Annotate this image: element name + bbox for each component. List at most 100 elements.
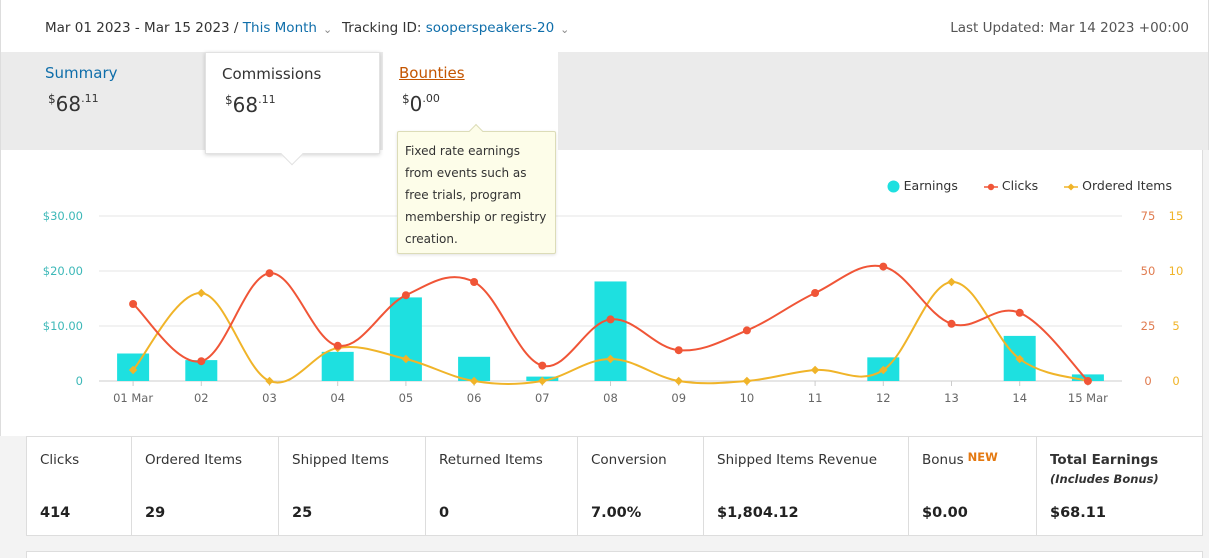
stat-shipped-items: Shipped Items 25 — [279, 437, 426, 535]
stats-summary-row: Clicks 414 Ordered Items 29 Shipped Item… — [26, 436, 1203, 536]
ordered-items-point — [947, 277, 956, 287]
x-axis-tick-label: 11 — [808, 391, 823, 405]
clicks-swatch-icon — [983, 183, 998, 190]
ordered-items-point — [606, 354, 615, 364]
stat-clicks: Clicks 414 — [27, 437, 132, 535]
clicks-point — [879, 262, 888, 271]
x-axis-tick-label: 13 — [944, 391, 959, 405]
bounties-tooltip: Fixed rate earnings from events such as … — [397, 123, 556, 254]
clicks-point — [811, 289, 820, 297]
legend-earnings[interactable]: Earnings — [887, 178, 958, 193]
stat-value: 0 — [439, 505, 450, 521]
y-axis-left-tick: $20.00 — [43, 264, 83, 278]
stat-value: 7.00% — [591, 505, 642, 521]
clicks-point — [129, 300, 138, 308]
x-axis-tick-label: 12 — [876, 391, 891, 405]
date-range-text: Mar 01 2023 - Mar 15 2023 — [45, 20, 230, 36]
ordered-items-point — [401, 354, 411, 364]
tracking-id-selector[interactable]: Tracking ID: sooperspeakers-20 ⌄ — [342, 20, 569, 36]
x-axis-tick-label: 14 — [1012, 391, 1027, 405]
chevron-down-icon[interactable]: ⌄ — [560, 23, 570, 36]
stat-value: $0.00 — [922, 505, 968, 521]
x-axis-tick-label: 15 Mar — [1068, 391, 1108, 405]
legend-ordered-items[interactable]: Ordered Items — [1064, 178, 1172, 193]
clicks-point — [674, 346, 683, 355]
ordered-items-point — [742, 376, 752, 386]
stat-value: 25 — [292, 505, 313, 521]
stat-bonus: Bonus NEW $0.00 — [909, 437, 1037, 535]
x-axis-tick-label: 06 — [467, 391, 482, 405]
earnings-bar — [185, 360, 218, 381]
tab-bounties-label[interactable]: Bounties — [399, 64, 465, 82]
stat-label: Returned Items — [439, 452, 543, 468]
x-axis-tick-label: 07 — [535, 391, 550, 405]
tooltip-text: Fixed rate earnings from events such as … — [405, 144, 547, 246]
x-axis-tick-label: 02 — [194, 391, 209, 405]
y-axis-clicks-tick: 25 — [1141, 319, 1156, 333]
chart-panel: Earnings Clicks Ordered Items $30.00 $20.… — [0, 150, 1203, 436]
y-axis-items-tick: 15 — [1169, 209, 1184, 223]
ordered-items-swatch-icon — [1064, 182, 1079, 191]
stat-label: Conversion — [591, 452, 667, 468]
y-axis-clicks-tick: 75 — [1141, 209, 1156, 223]
y-axis-items-tick: 10 — [1169, 264, 1184, 278]
legend-ordered-items-label: Ordered Items — [1082, 178, 1172, 193]
stat-label: Shipped Items Revenue — [717, 452, 878, 468]
x-axis-tick-label: 09 — [671, 391, 686, 405]
earnings-bar — [321, 351, 354, 381]
stat-shipped-items-revenue: Shipped Items Revenue $1,804.12 — [704, 437, 909, 535]
tab-commissions-label[interactable]: Commissions — [222, 65, 322, 83]
period-link[interactable]: This Month — [242, 20, 317, 36]
ordered-items-point — [879, 365, 888, 375]
chevron-down-icon[interactable]: ⌄ — [322, 23, 333, 36]
report-header-bar: Mar 01 2023 - Mar 15 2023 / This Month ⌄ … — [0, 0, 1209, 52]
clicks-point — [538, 361, 547, 370]
clicks-point — [401, 291, 410, 300]
tracking-id-value[interactable]: sooperspeakers-20 — [425, 20, 555, 36]
legend-clicks-label: Clicks — [1001, 178, 1039, 193]
chart-legend: Earnings Clicks Ordered Items — [865, 178, 1172, 193]
clicks-point — [470, 278, 479, 286]
date-separator: / — [229, 20, 243, 36]
clicks-point — [265, 269, 274, 278]
x-axis-tick-label: 04 — [330, 391, 345, 405]
legend-clicks[interactable]: Clicks — [983, 178, 1039, 193]
next-panel-edge — [26, 551, 1203, 558]
stat-value: 414 — [40, 505, 71, 521]
x-axis-tick-label: 08 — [603, 391, 618, 405]
new-badge: NEW — [967, 450, 998, 464]
earnings-bar — [594, 281, 627, 381]
tab-commissions[interactable]: Commissions $68.11 — [205, 52, 380, 166]
stat-bonus-label: Bonus — [922, 452, 964, 468]
stat-label: Shipped Items — [292, 452, 389, 468]
clicks-point — [1083, 377, 1092, 385]
stat-label: Total Earnings — [1050, 452, 1159, 468]
earnings-bar — [389, 297, 422, 381]
report-tabs: Summary $68.11 Bounties $0.00 — [0, 52, 1209, 150]
stat-label: Bonus NEW — [922, 450, 998, 468]
date-range-selector[interactable]: Mar 01 2023 - Mar 15 2023 / This Month ⌄ — [45, 20, 332, 36]
stat-label: Ordered Items — [145, 452, 242, 468]
tab-summary-amount: $68.11 — [48, 92, 99, 116]
stat-value: $68.11 — [1050, 505, 1106, 521]
tab-commissions-amount: $68.11 — [225, 93, 276, 117]
y-axis-items-tick: 5 — [1172, 319, 1179, 333]
y-axis-left-tick: 0 — [76, 374, 83, 388]
ordered-items-point — [265, 376, 274, 386]
ordered-items-point — [1015, 354, 1024, 364]
ordered-items-point — [538, 376, 547, 386]
last-updated-text: Last Updated: Mar 14 2023 +00:00 — [950, 20, 1189, 36]
stat-label: Clicks — [40, 452, 80, 468]
tab-summary-label[interactable]: Summary — [45, 64, 118, 82]
ordered-items-point — [810, 365, 820, 375]
ordered-items-point — [469, 376, 479, 386]
stat-conversion: Conversion 7.00% — [578, 437, 704, 535]
y-axis-left-tick: $10.00 — [43, 319, 83, 333]
x-axis-tick-label: 05 — [399, 391, 414, 405]
stat-returned-items: Returned Items 0 — [426, 437, 578, 535]
stat-sublabel: (Includes Bonus) — [1050, 472, 1159, 486]
tab-bounties-amount: $0.00 — [402, 92, 440, 116]
clicks-point — [197, 357, 206, 366]
tracking-label: Tracking ID: — [342, 20, 422, 36]
